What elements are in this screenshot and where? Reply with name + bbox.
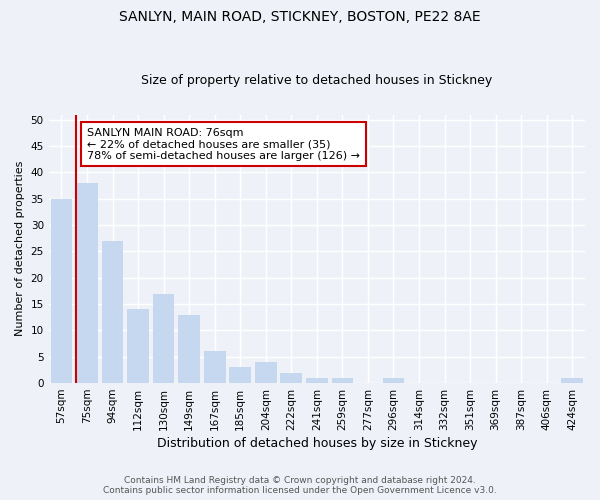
Bar	[101, 241, 124, 383]
Bar	[50, 199, 72, 383]
Bar	[562, 378, 583, 383]
Bar	[76, 183, 98, 383]
Bar	[306, 378, 328, 383]
Bar	[204, 352, 226, 383]
Text: Contains HM Land Registry data © Crown copyright and database right 2024.
Contai: Contains HM Land Registry data © Crown c…	[103, 476, 497, 495]
Text: SANLYN, MAIN ROAD, STICKNEY, BOSTON, PE22 8AE: SANLYN, MAIN ROAD, STICKNEY, BOSTON, PE2…	[119, 10, 481, 24]
Bar	[127, 310, 149, 383]
Bar	[332, 378, 353, 383]
Bar	[153, 294, 175, 383]
Y-axis label: Number of detached properties: Number of detached properties	[15, 161, 25, 336]
Bar	[383, 378, 404, 383]
Bar	[280, 372, 302, 383]
X-axis label: Distribution of detached houses by size in Stickney: Distribution of detached houses by size …	[157, 437, 477, 450]
Bar	[255, 362, 277, 383]
Title: Size of property relative to detached houses in Stickney: Size of property relative to detached ho…	[141, 74, 493, 87]
Text: SANLYN MAIN ROAD: 76sqm
← 22% of detached houses are smaller (35)
78% of semi-de: SANLYN MAIN ROAD: 76sqm ← 22% of detache…	[87, 128, 360, 161]
Bar	[178, 314, 200, 383]
Bar	[229, 368, 251, 383]
